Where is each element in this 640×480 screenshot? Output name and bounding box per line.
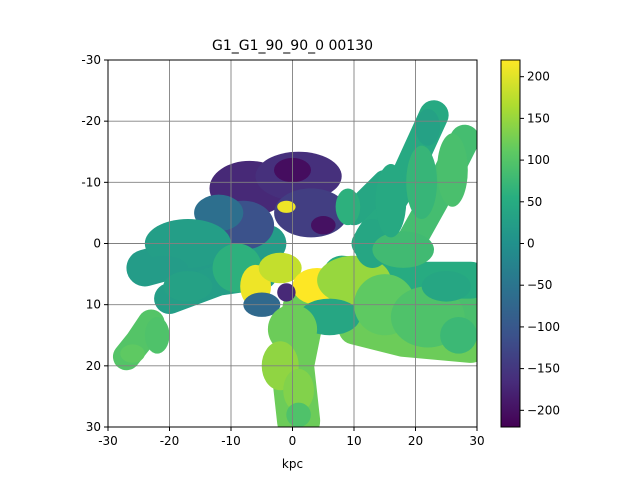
x-axis-label: kpc <box>282 457 303 471</box>
x-tick-label: 30 <box>469 434 484 448</box>
colorbar-tick-label: 200 <box>527 70 550 84</box>
y-tick-label: -30 <box>81 53 101 67</box>
velocity-region <box>335 188 361 226</box>
colorbar-tick-label: 50 <box>527 195 542 209</box>
colorbar-tick-label: −50 <box>527 278 552 292</box>
plot-area <box>107 59 478 428</box>
velocity-region <box>311 216 336 235</box>
colorbar-tick-label: −150 <box>527 362 560 376</box>
velocity-region <box>283 368 314 412</box>
y-tick-label: 30 <box>86 420 101 434</box>
y-axis: -30 -20 -10 0 10 20 30 <box>81 53 108 434</box>
velocity-region <box>144 317 170 354</box>
velocity-region <box>258 252 302 284</box>
colorbar-tick-label: −100 <box>527 320 560 334</box>
x-tick-label: -30 <box>98 434 118 448</box>
x-tick-label: 0 <box>289 434 297 448</box>
colorbar: −200 −150 −100 −50 0 50 100 150 200 <box>500 59 560 428</box>
x-tick-label: -10 <box>221 434 241 448</box>
y-tick-label: -20 <box>81 114 101 128</box>
y-tick-label: -10 <box>81 175 101 189</box>
chart-title: G1_G1_90_90_0 00130 <box>212 38 373 54</box>
velocity-region <box>277 283 296 302</box>
velocity-region <box>372 231 435 268</box>
velocity-region <box>421 271 471 302</box>
velocity-region <box>437 133 468 207</box>
velocity-region <box>120 344 145 363</box>
colorbar-tick-label: 100 <box>527 153 550 167</box>
colorbar-tick-label: 0 <box>527 237 535 251</box>
velocity-region <box>375 164 407 238</box>
x-tick-label: 20 <box>408 434 423 448</box>
velocity-region <box>277 200 296 213</box>
velocity-region <box>415 109 441 146</box>
y-tick-label: 10 <box>86 298 101 312</box>
y-tick-label: 0 <box>93 237 101 251</box>
x-tick-label: 10 <box>346 434 361 448</box>
colorbar-tick-label: −200 <box>527 403 560 417</box>
x-tick-label: -20 <box>160 434 180 448</box>
velocity-region <box>286 402 311 427</box>
colorbar-tick-label: 150 <box>527 111 550 125</box>
x-axis: -30 -20 -10 0 10 20 30 kpc <box>98 427 485 471</box>
velocity-map <box>112 100 477 427</box>
velocity-region <box>440 317 477 354</box>
colorbar-gradient <box>500 59 521 428</box>
velocity-region <box>163 271 213 302</box>
y-tick-label: 20 <box>86 359 101 373</box>
